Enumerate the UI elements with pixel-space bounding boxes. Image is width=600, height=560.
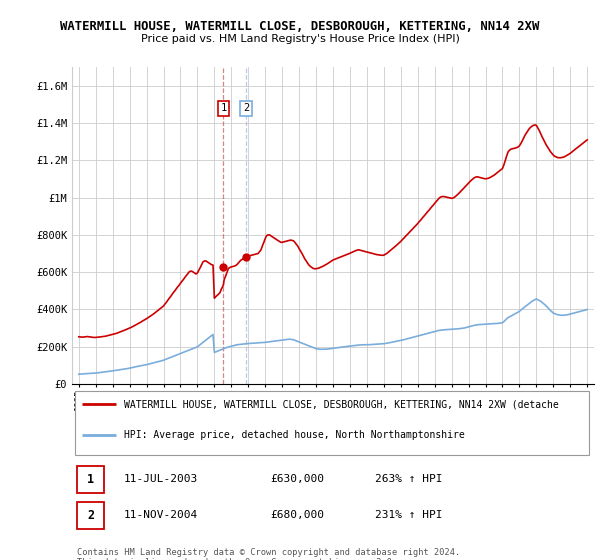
FancyBboxPatch shape [77, 466, 104, 493]
Text: Contains HM Land Registry data © Crown copyright and database right 2024.
This d: Contains HM Land Registry data © Crown c… [77, 548, 460, 560]
Text: Price paid vs. HM Land Registry's House Price Index (HPI): Price paid vs. HM Land Registry's House … [140, 34, 460, 44]
Text: 2: 2 [243, 103, 249, 113]
Text: WATERMILL HOUSE, WATERMILL CLOSE, DESBOROUGH, KETTERING, NN14 2XW: WATERMILL HOUSE, WATERMILL CLOSE, DESBOR… [61, 20, 539, 32]
Text: 2: 2 [87, 508, 94, 522]
Text: 231% ↑ HPI: 231% ↑ HPI [375, 510, 442, 520]
Text: 1: 1 [220, 103, 226, 113]
Text: £630,000: £630,000 [271, 474, 325, 484]
Text: WATERMILL HOUSE, WATERMILL CLOSE, DESBOROUGH, KETTERING, NN14 2XW (detache: WATERMILL HOUSE, WATERMILL CLOSE, DESBOR… [124, 399, 559, 409]
FancyBboxPatch shape [74, 391, 589, 455]
Text: 1: 1 [87, 473, 94, 486]
Text: 11-JUL-2003: 11-JUL-2003 [124, 474, 199, 484]
Text: HPI: Average price, detached house, North Northamptonshire: HPI: Average price, detached house, Nort… [124, 430, 465, 440]
Text: £680,000: £680,000 [271, 510, 325, 520]
Text: 263% ↑ HPI: 263% ↑ HPI [375, 474, 442, 484]
Text: 11-NOV-2004: 11-NOV-2004 [124, 510, 199, 520]
FancyBboxPatch shape [77, 502, 104, 529]
